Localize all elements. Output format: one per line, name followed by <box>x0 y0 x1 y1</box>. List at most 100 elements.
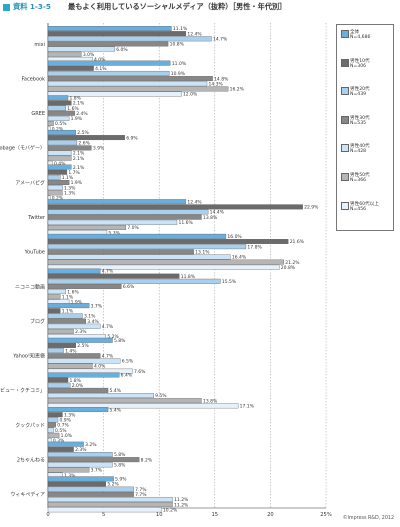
category-label: Mobage（モバゲー） <box>0 145 45 152</box>
bar <box>47 481 106 487</box>
bar <box>47 348 64 354</box>
category-label: アメーバピグ <box>15 179 45 186</box>
data-label: 12.4% <box>187 31 202 37</box>
bar <box>47 432 60 438</box>
bar <box>47 185 63 191</box>
bar <box>47 145 92 151</box>
legend-series-name: 男性20代 <box>350 87 370 93</box>
legend-swatch <box>341 144 349 153</box>
bar <box>47 150 72 156</box>
data-label: 5.4% <box>110 407 122 413</box>
data-label: 11.8% <box>181 274 196 280</box>
bar <box>47 224 127 230</box>
x-tick-label: 15 <box>211 512 218 518</box>
bar <box>47 372 120 378</box>
data-label: 1.3% <box>64 191 76 197</box>
bar <box>47 273 180 279</box>
data-label: 3.7% <box>91 303 103 309</box>
category-label: クックパッド <box>15 423 45 429</box>
category-label: Yahoo!知恵袋 <box>12 353 45 360</box>
data-label: 5.8% <box>114 452 126 458</box>
legend-item: 男性30代 N=535 <box>341 115 393 137</box>
bar <box>47 46 115 52</box>
data-label: 11.2% <box>174 497 189 503</box>
bar <box>47 393 154 399</box>
data-label: 5.4% <box>110 388 122 394</box>
data-label: 10.8% <box>170 42 185 48</box>
legend-sample-size: N=456 <box>350 206 367 212</box>
legend-swatch <box>341 201 349 210</box>
bar <box>47 264 280 270</box>
data-label: 3.4% <box>87 319 99 325</box>
bar <box>47 283 122 289</box>
bar <box>47 337 113 343</box>
data-label: 3.1% <box>84 314 96 320</box>
data-label: 4.7% <box>102 324 114 330</box>
category-label: ブログ <box>30 318 45 325</box>
x-tick-label: 5 <box>102 512 105 518</box>
legend-sample-size: N=366 <box>350 178 367 183</box>
legend-swatch <box>341 58 349 67</box>
data-label: 2.3% <box>75 447 87 453</box>
data-label: 0.5% <box>55 121 67 127</box>
data-label: 1.9% <box>71 180 83 186</box>
bar <box>47 249 194 255</box>
bar <box>47 457 140 463</box>
data-label: 5.2% <box>107 482 119 488</box>
data-label: 5.2% <box>107 334 119 340</box>
figure-number: 資料 1-3-5 <box>13 2 51 11</box>
copyright-notice: ©Impress R&D, 2012 <box>342 516 394 521</box>
data-label: 1.4% <box>65 348 77 354</box>
data-label: 9.5% <box>155 393 167 399</box>
bar <box>47 60 171 66</box>
bar <box>47 164 72 170</box>
data-label: 2.1% <box>73 156 85 162</box>
data-label: 22.9% <box>304 205 319 211</box>
legend-item: 男性40代 N=428 <box>341 143 393 165</box>
data-label: 1.3% <box>64 412 76 418</box>
bar <box>47 174 61 180</box>
data-label: 13.1% <box>195 250 210 256</box>
category-label: YouTube <box>24 250 45 256</box>
bar <box>47 412 63 418</box>
data-label: 14.3% <box>209 81 224 87</box>
data-label: 5.9% <box>115 477 127 483</box>
bar <box>47 328 74 334</box>
legend-sample-size: N=4,686 <box>350 35 371 40</box>
data-label: 21.6% <box>290 239 305 245</box>
legend-series-name: 男性50代 <box>350 173 370 178</box>
bar <box>47 308 61 314</box>
data-label: 12.0% <box>183 92 198 98</box>
data-label: 7.0% <box>127 225 139 231</box>
data-label: 5.3% <box>108 230 120 236</box>
bar <box>47 91 182 97</box>
category-label: 価格.comの「レビュー・クチコミ」 <box>0 387 45 394</box>
legend-item: 全体 N=4,686 <box>341 29 393 51</box>
data-label: 1.7% <box>68 170 80 176</box>
legend-sample-size: N=306 <box>350 63 367 69</box>
legend-swatch <box>341 173 349 181</box>
category-label: ウィキペディア <box>10 491 45 498</box>
legend-series-name: 男性10代 <box>350 58 370 64</box>
bar <box>47 422 56 428</box>
data-label: 0.2% <box>52 126 64 132</box>
bar <box>47 81 208 87</box>
data-label: 1.9% <box>71 300 83 306</box>
bar <box>47 70 170 76</box>
data-label: 4.7% <box>102 269 114 275</box>
data-label: 0.3% <box>53 438 65 444</box>
category-label: mixi <box>34 42 45 48</box>
data-label: 11.0% <box>172 61 187 67</box>
data-label: 16.4% <box>232 255 247 261</box>
bar <box>47 121 54 127</box>
legend-sample-size: N=535 <box>350 120 367 126</box>
bar <box>47 398 202 404</box>
data-label: 1.9% <box>71 116 83 122</box>
bar <box>47 382 71 388</box>
bar <box>47 353 101 359</box>
data-label: 4.1% <box>95 66 107 72</box>
data-label: 16.2% <box>230 87 245 93</box>
bar <box>47 155 72 161</box>
data-label: 1.6% <box>67 106 79 112</box>
bar <box>47 377 69 383</box>
